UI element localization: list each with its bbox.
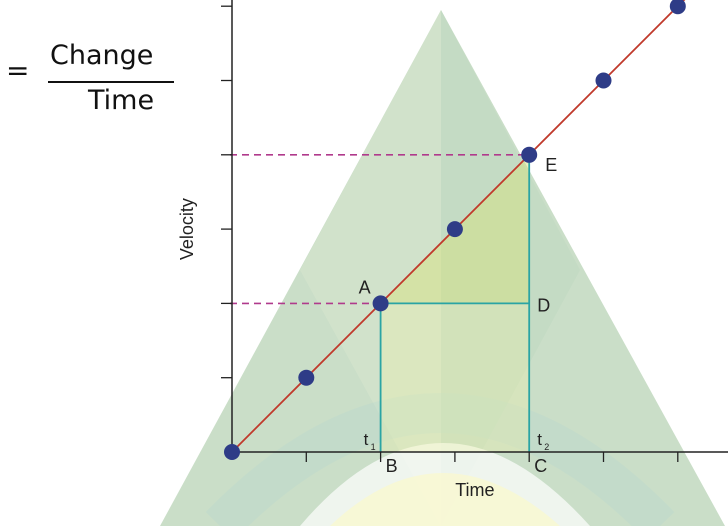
formula-numerator: Change bbox=[50, 40, 154, 71]
data-point bbox=[669, 0, 686, 15]
label-d: D bbox=[537, 295, 550, 315]
rectangle-shade bbox=[380, 303, 530, 452]
time-label-sub-1: 1 bbox=[371, 442, 376, 452]
formula-denominator: Time bbox=[88, 85, 155, 116]
x-axis-label: Time bbox=[455, 480, 494, 500]
label-c: C bbox=[534, 456, 547, 476]
time-label-2: t bbox=[537, 430, 542, 449]
watermark bbox=[160, 10, 725, 526]
data-point bbox=[298, 369, 315, 386]
time-label-sub-2: 2 bbox=[544, 442, 549, 452]
label-b: B bbox=[386, 456, 398, 476]
label-a: A bbox=[359, 277, 371, 297]
data-point bbox=[446, 221, 463, 238]
label-e: E bbox=[545, 155, 557, 175]
velocity-line bbox=[231, 0, 686, 453]
data-point bbox=[224, 444, 240, 460]
data-point bbox=[372, 295, 389, 312]
data-point bbox=[521, 146, 538, 163]
time-label-1: t bbox=[364, 430, 369, 449]
y-axis-label: Velocity bbox=[177, 198, 197, 260]
fraction-bar bbox=[48, 81, 174, 83]
formula-equals: = bbox=[6, 54, 30, 87]
formula-fraction: = Change Time bbox=[6, 40, 176, 120]
data-point bbox=[595, 72, 612, 89]
